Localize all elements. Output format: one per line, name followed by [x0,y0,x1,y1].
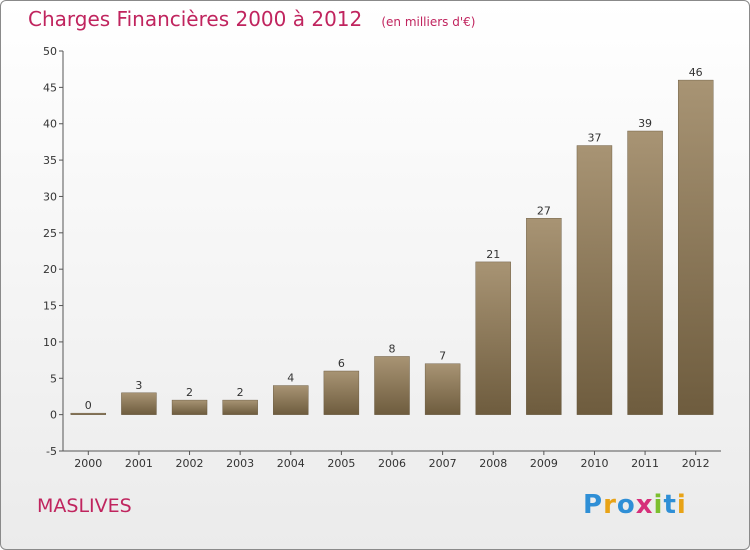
bar-2000 [70,412,107,415]
x-tick-label-2001: 2001 [125,457,153,470]
x-tick-label-2012: 2012 [682,457,710,470]
value-label-2003: 2 [237,386,244,399]
brand-letter: t [663,490,677,520]
y-tick-label: 25 [43,227,57,240]
y-tick-label: -5 [46,445,57,458]
x-tick-label-2000: 2000 [74,457,102,470]
x-tick-label-2002: 2002 [176,457,204,470]
chart-title: Charges Financières 2000 à 2012 [28,7,363,31]
bar-2010 [576,145,613,415]
chart-subtitle: (en milliers d'€) [381,15,476,29]
y-tick-label: 10 [43,336,57,349]
value-label-2012: 46 [689,66,703,79]
bar-2012 [677,79,714,415]
x-tick-label-2010: 2010 [580,457,608,470]
bar-2011 [627,130,663,415]
brand-letter: o [616,490,636,520]
y-tick-label: 30 [43,190,57,203]
x-tick-label-2009: 2009 [530,457,558,470]
value-label-2008: 21 [486,248,500,261]
bar-2005 [323,370,360,415]
brand-letter: P [583,490,604,520]
value-label-2007: 7 [439,350,446,363]
brand-letter: r [603,490,617,520]
title-block: Charges Financières 2000 à 2012 (en mill… [28,7,475,31]
value-label-2001: 3 [135,379,142,392]
bar-2007 [424,363,461,415]
bar-2004 [273,385,309,415]
brand-letter: i [676,490,687,520]
value-label-2009: 27 [537,204,551,217]
y-tick-label: 35 [43,154,57,167]
x-tick-label-2011: 2011 [631,457,659,470]
x-tick-label-2004: 2004 [277,457,305,470]
place-name: MASLIVES [37,495,132,517]
bar-2001 [121,392,157,415]
y-tick-label: 45 [43,81,57,94]
y-tick-label: 50 [43,45,57,58]
value-label-2011: 39 [638,117,652,130]
brand-letter: i [653,490,664,520]
x-tick-label-2006: 2006 [378,457,406,470]
value-label-2002: 2 [186,386,193,399]
x-tick-label-2003: 2003 [226,457,254,470]
value-label-2006: 8 [389,342,396,355]
value-label-2000: 0 [85,399,92,412]
y-tick-label: 20 [43,263,57,276]
y-tick-label: 15 [43,300,57,313]
value-label-2005: 6 [338,357,345,370]
brand-logo: Proxiti [583,490,687,520]
bar-2009 [526,218,562,415]
value-label-2010: 37 [587,132,601,145]
brand-letter: x [635,490,654,520]
bar-2006 [374,356,410,415]
x-tick-label-2005: 2005 [327,457,355,470]
x-tick-label-2007: 2007 [429,457,457,470]
y-tick-label: 0 [50,409,57,422]
x-tick-label-2008: 2008 [479,457,507,470]
y-tick-label: 40 [43,118,57,131]
y-tick-label: 5 [50,372,57,385]
value-label-2004: 4 [287,372,294,385]
chart-bars [70,79,714,415]
bar-2008 [475,261,511,415]
chart-labels: 2000 0 2001 3 2002 2 2003 2 2004 4 2005 6 2006 8 2007 7… [74,66,709,470]
bar-2003 [222,399,258,415]
bar-2002 [171,399,208,415]
